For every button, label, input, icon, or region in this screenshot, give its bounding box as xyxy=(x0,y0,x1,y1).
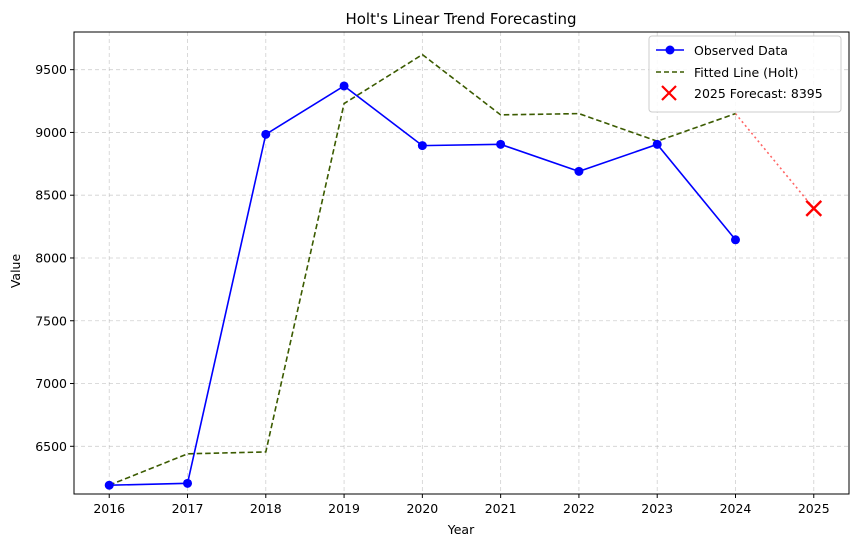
y-tick-label: 6500 xyxy=(35,439,67,454)
grid xyxy=(74,32,849,494)
x-axis-label: Year xyxy=(447,522,475,537)
chart-title: Holt's Linear Trend Forecasting xyxy=(345,10,576,28)
x-tick-label: 2020 xyxy=(406,501,438,516)
x-tick-label: 2025 xyxy=(798,501,830,516)
y-tick-label: 7000 xyxy=(35,376,67,391)
x-tick-label: 2017 xyxy=(172,501,204,516)
legend-fitted-label: Fitted Line (Holt) xyxy=(694,65,798,80)
legend-forecast-label: 2025 Forecast: 8395 xyxy=(694,86,823,101)
observed-data-point xyxy=(339,81,349,91)
legend-box xyxy=(648,35,842,113)
legend-observed-label: Observed Data xyxy=(694,43,788,58)
x-tick-label: 2023 xyxy=(641,501,673,516)
ticks: 2016 2017 2018 2019 2020 2021 2022 2023 2024 2025… xyxy=(35,62,829,516)
series-layer xyxy=(104,53,823,490)
x-tick-label: 2024 xyxy=(720,501,752,516)
legend-observed-marker xyxy=(665,45,675,55)
forecast-marker-stroke xyxy=(805,200,823,217)
legend-forecast-marker xyxy=(661,85,677,101)
y-tick-label: 7500 xyxy=(35,313,67,328)
x-tick-label: 2016 xyxy=(93,501,125,516)
observed-data-point xyxy=(574,166,584,176)
y-tick-label: 8000 xyxy=(35,250,67,265)
x-tick-label: 2019 xyxy=(328,501,360,516)
x-tick-label: 2022 xyxy=(563,501,595,516)
x-tick-label: 2018 xyxy=(250,501,282,516)
observed-data-point xyxy=(496,139,506,149)
observed-data-point xyxy=(183,478,193,488)
y-tick-label: 9500 xyxy=(35,62,67,77)
legend: Observed Data Fitted Line (Holt) 2025 Fo… xyxy=(648,35,842,113)
y-axis-label: Value xyxy=(8,254,23,289)
y-tick-label: 9000 xyxy=(35,125,67,140)
observed-data-point xyxy=(104,480,114,490)
observed-data-point xyxy=(417,141,427,151)
observed-data-point xyxy=(261,129,271,139)
forecast-marker xyxy=(805,200,823,217)
x-tick-label: 2021 xyxy=(485,501,517,516)
forecast-connector-line xyxy=(734,113,815,209)
observed-data-point xyxy=(730,235,740,245)
fitted-line xyxy=(108,53,736,486)
observed-data-point xyxy=(652,139,662,149)
plot-frame xyxy=(73,31,850,495)
y-tick-label: 8500 xyxy=(35,188,67,203)
